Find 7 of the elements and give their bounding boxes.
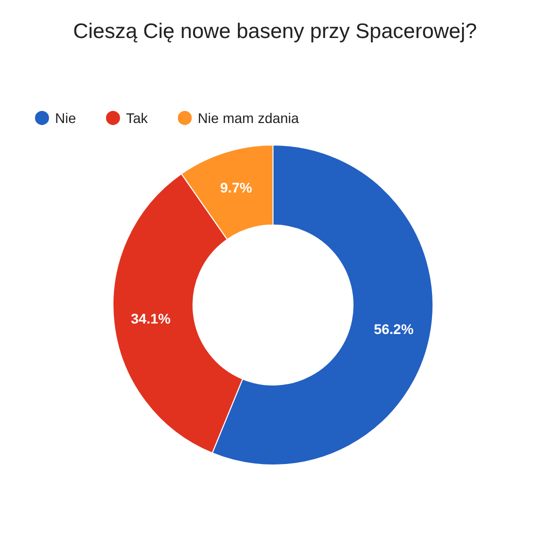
legend-label: Tak xyxy=(126,110,149,126)
legend-label: Nie mam zdania xyxy=(198,110,300,126)
legend-label: Nie xyxy=(55,110,76,126)
chart-title: Cieszą Cię nowe baseny przy Spacerowej? xyxy=(73,20,477,43)
data-label: 56.2% xyxy=(374,320,414,337)
data-label: 34.1% xyxy=(130,310,172,326)
data-label: 9.7% xyxy=(220,180,253,196)
